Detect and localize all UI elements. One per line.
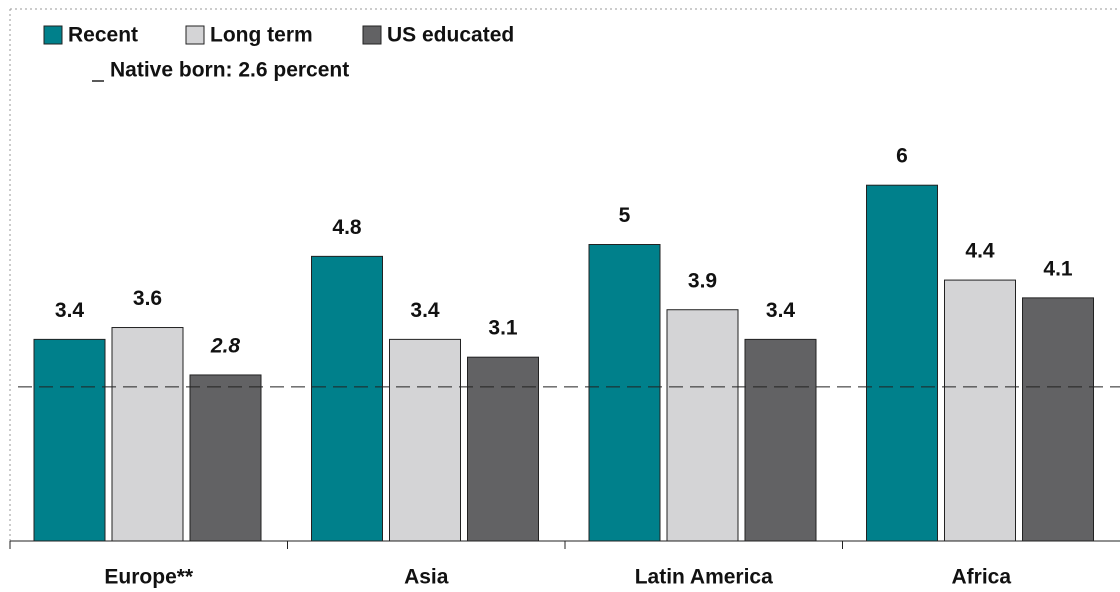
legend-reference-label: Native born: 2.6 percent: [110, 59, 349, 82]
value-label: 6: [896, 145, 908, 168]
legend-label: Recent: [68, 24, 138, 47]
value-label: 3.4: [55, 299, 85, 322]
value-label: 4.1: [1043, 257, 1073, 280]
bar: [111, 327, 184, 542]
value-label: 3.6: [133, 287, 162, 310]
x-tick-label: Europe**: [104, 566, 194, 589]
value-label: 3.9: [688, 269, 717, 292]
value-label: 3.4: [766, 299, 796, 322]
bar: [744, 338, 817, 542]
legend-label: US educated: [387, 24, 514, 47]
bar: [33, 338, 106, 542]
bar: [588, 244, 661, 542]
value-label: 4.8: [332, 216, 362, 239]
legend-swatch: [362, 25, 382, 45]
x-tick-label: Asia: [404, 566, 449, 589]
bar: [389, 338, 461, 542]
bar: [1022, 297, 1094, 542]
value-label: 3.1: [488, 317, 518, 340]
x-tick-label: Africa: [951, 566, 1011, 589]
bar: [866, 184, 938, 542]
bar: [311, 255, 383, 542]
value-label: 2.8: [210, 335, 241, 358]
x-tick-label: Latin America: [635, 566, 773, 589]
bar: [944, 279, 1016, 542]
bar: [467, 356, 539, 542]
value-label: 5: [619, 204, 631, 227]
legend-swatch: [43, 25, 63, 45]
value-label: 4.4: [965, 240, 995, 263]
legend-label: Long term: [210, 24, 313, 47]
bar: [189, 374, 262, 542]
bar: [666, 309, 739, 542]
legend-swatch: [185, 25, 205, 45]
value-label: 3.4: [410, 299, 440, 322]
